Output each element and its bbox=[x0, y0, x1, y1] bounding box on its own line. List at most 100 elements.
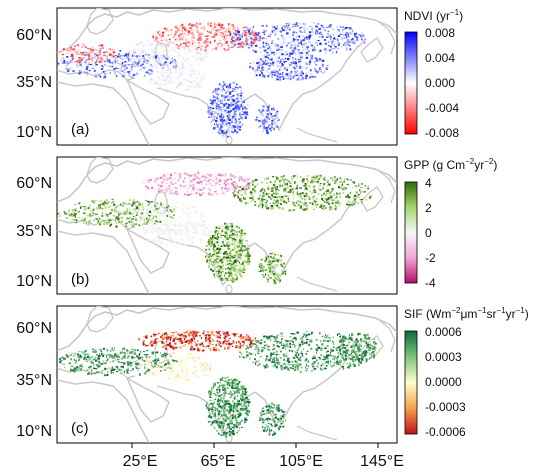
pixel-cell bbox=[228, 29, 230, 31]
pixel-cell bbox=[152, 36, 154, 39]
pixel-cell bbox=[347, 32, 350, 34]
pixel-cell bbox=[143, 354, 146, 356]
pixel-cell bbox=[162, 342, 164, 344]
pixel-cell bbox=[208, 253, 211, 256]
pixel-cell bbox=[175, 65, 178, 68]
pixel-cell bbox=[120, 217, 123, 218]
pixel-cell bbox=[151, 233, 153, 235]
pixel-cell bbox=[236, 253, 238, 256]
pixel-cell bbox=[215, 266, 217, 269]
pixel-cell bbox=[326, 201, 329, 204]
pixel-cell bbox=[364, 38, 366, 41]
pixel-cell bbox=[205, 227, 208, 230]
pixel-cell bbox=[159, 213, 161, 217]
pixel-cell bbox=[195, 77, 199, 79]
pixel-cell bbox=[358, 183, 360, 186]
pixel-cell bbox=[198, 84, 200, 88]
pixel-cell bbox=[194, 173, 197, 176]
pixel-cell bbox=[229, 267, 232, 270]
pixel-cell bbox=[158, 34, 161, 36]
pixel-cell bbox=[164, 208, 167, 211]
pixel-cell bbox=[229, 261, 232, 263]
pixel-cell bbox=[74, 60, 77, 63]
pixel-cell bbox=[197, 51, 200, 54]
pixel-cell bbox=[65, 64, 68, 67]
pixel-cell bbox=[267, 186, 269, 189]
pixel-cell bbox=[119, 55, 122, 57]
pixel-cell bbox=[147, 204, 150, 206]
pixel-cell bbox=[192, 187, 194, 190]
pixel-cell bbox=[186, 29, 189, 32]
pixel-cell bbox=[93, 219, 95, 222]
pixel-cell bbox=[182, 230, 184, 233]
pixel-cell bbox=[331, 47, 334, 50]
pixel-cell bbox=[141, 223, 145, 226]
pixel-cell bbox=[127, 218, 130, 221]
pixel-cell bbox=[145, 223, 148, 225]
pixel-cell bbox=[237, 87, 239, 90]
pixel-cell bbox=[184, 224, 187, 227]
pixel-cell bbox=[244, 197, 246, 200]
pixel-cell bbox=[81, 351, 83, 354]
pixel-cell bbox=[230, 126, 233, 128]
pixel-cell bbox=[242, 107, 245, 109]
pixel-cell bbox=[240, 247, 243, 249]
pixel-cell bbox=[233, 174, 236, 177]
pixel-cell bbox=[284, 54, 286, 56]
pixel-cell bbox=[237, 107, 240, 109]
pixel-cell bbox=[197, 45, 200, 47]
pixel-cell bbox=[83, 354, 86, 357]
pixel-cell bbox=[218, 228, 221, 230]
pixel-cell bbox=[155, 363, 157, 365]
pixel-cell bbox=[153, 180, 157, 183]
pixel-cell bbox=[218, 265, 221, 267]
pixel-cell bbox=[219, 266, 222, 268]
pixel-cell bbox=[369, 196, 372, 199]
pixel-cell bbox=[148, 214, 151, 217]
pixel-cell bbox=[154, 222, 156, 225]
pixel-cell bbox=[193, 24, 197, 26]
pixel-cell bbox=[215, 344, 217, 347]
pixel-cell bbox=[119, 56, 121, 58]
pixel-cell bbox=[231, 268, 233, 271]
pixel-cell bbox=[244, 111, 247, 113]
pixel-cell bbox=[106, 51, 108, 53]
pixel-cell bbox=[160, 370, 162, 372]
pixel-cell bbox=[258, 35, 261, 38]
pixel-cell bbox=[230, 252, 233, 256]
pixel-cell bbox=[266, 118, 269, 120]
pixel-cell bbox=[175, 224, 178, 227]
pixel-cell bbox=[256, 33, 259, 36]
pixel-cell bbox=[281, 58, 284, 61]
pixel-cell bbox=[175, 229, 178, 231]
pixel-cell bbox=[126, 217, 128, 219]
pixel-cell bbox=[224, 131, 227, 134]
pixel-cell bbox=[282, 77, 285, 80]
pixel-cell bbox=[126, 71, 129, 73]
pixel-cell bbox=[142, 52, 145, 55]
pixel-cell bbox=[160, 242, 163, 245]
pixel-cell bbox=[222, 239, 225, 241]
pixel-cell bbox=[99, 50, 101, 52]
pixel-cell bbox=[154, 342, 156, 344]
pixel-cell bbox=[248, 260, 251, 263]
pixel-cell bbox=[134, 352, 136, 355]
pixel-cell bbox=[177, 44, 180, 46]
pixel-cell bbox=[178, 29, 181, 32]
pixel-cell bbox=[100, 349, 103, 351]
pixel-cell bbox=[233, 127, 236, 129]
pixel-cell bbox=[230, 270, 233, 273]
pixel-cell bbox=[159, 86, 161, 89]
pixel-cell bbox=[240, 237, 242, 240]
pixel-cell bbox=[223, 104, 226, 107]
pixel-cell bbox=[289, 64, 292, 66]
pixel-cell bbox=[314, 76, 317, 78]
pixel-cell bbox=[292, 190, 295, 193]
pixel-cell bbox=[302, 72, 304, 75]
pixel-cell bbox=[269, 203, 271, 204]
pixel-cell bbox=[229, 91, 232, 93]
pixel-cell bbox=[180, 209, 183, 212]
pixel-cell bbox=[80, 219, 82, 221]
pixel-cell bbox=[313, 185, 316, 187]
pixel-cell bbox=[216, 123, 218, 125]
